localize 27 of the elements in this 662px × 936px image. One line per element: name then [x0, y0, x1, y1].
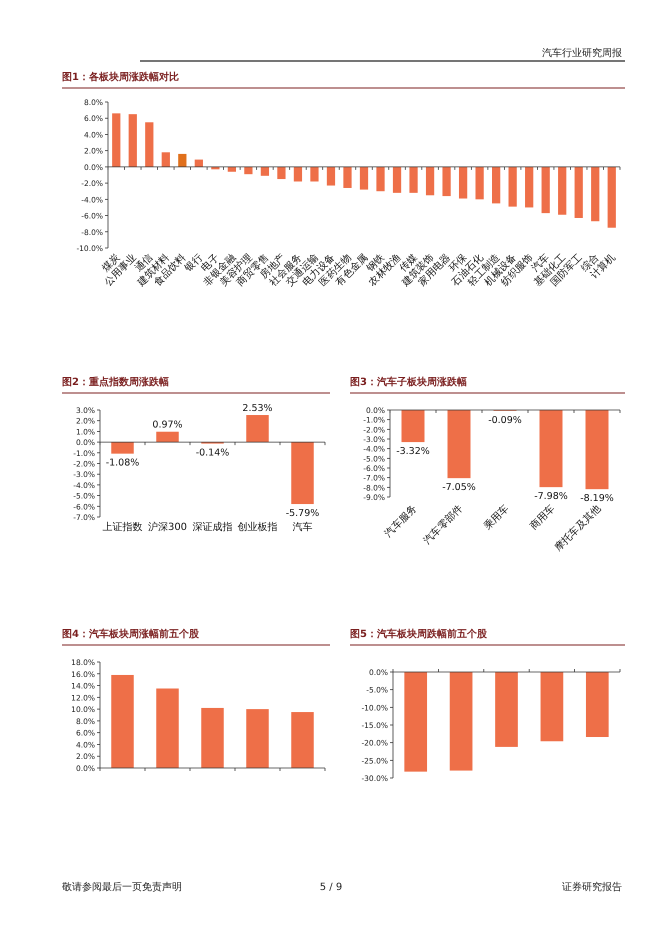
x-tick-label: 创业板指	[238, 521, 278, 533]
x-tick-label: 汽车	[292, 521, 312, 533]
text: 证券研究报告	[562, 881, 622, 893]
data-label: 2.53%	[242, 403, 273, 414]
text: 敬请参阅最后一页免责声明	[62, 881, 182, 893]
data-label: -0.14%	[196, 448, 230, 459]
data-label: -7.98%	[534, 491, 568, 502]
chart-title: 图1：各板块周涨跌幅对比	[62, 71, 179, 83]
data-label: -8.19%	[580, 493, 614, 504]
data-label: -5.79%	[286, 508, 320, 520]
x-tick-label: 乘用车	[481, 502, 512, 532]
x-tick-label: 汽车零部件	[421, 502, 466, 546]
data-label: -1.08%	[106, 458, 140, 469]
x-tick-label: 汽车服务	[382, 502, 420, 540]
text: 汽车行业研究周报	[542, 47, 622, 59]
chart-title: 图2：重点指数周涨跌幅	[62, 376, 169, 388]
x-tick-label: 上证指数	[102, 521, 142, 533]
data-label: -0.09%	[488, 414, 522, 426]
data-label: -7.05%	[442, 482, 476, 494]
text: 5 / 9	[320, 882, 342, 893]
data-label: -3.32%	[396, 446, 430, 458]
chart-title: 图3：汽车子板块周涨跌幅	[350, 376, 467, 388]
data-label: 0.97%	[152, 420, 183, 431]
chart-title: 图4：汽车板块周涨幅前五个股	[62, 628, 200, 640]
chart-title: 图5：汽车板块周跌幅前五个股	[350, 628, 488, 640]
x-tick-label: 沪深300	[148, 521, 188, 533]
x-tick-label: 深证成指	[192, 521, 232, 533]
